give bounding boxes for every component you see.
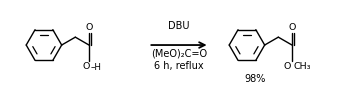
Text: O: O [85,23,93,32]
Text: O: O [82,62,90,71]
Text: O: O [288,23,296,32]
Text: (MeO)₂C=O: (MeO)₂C=O [151,49,207,59]
Text: O: O [284,62,291,71]
Text: CH₃: CH₃ [294,62,312,71]
Text: 98%: 98% [244,74,266,84]
Text: DBU: DBU [168,21,190,31]
Text: –H: –H [90,63,101,72]
Text: 6 h, reflux: 6 h, reflux [154,61,204,71]
